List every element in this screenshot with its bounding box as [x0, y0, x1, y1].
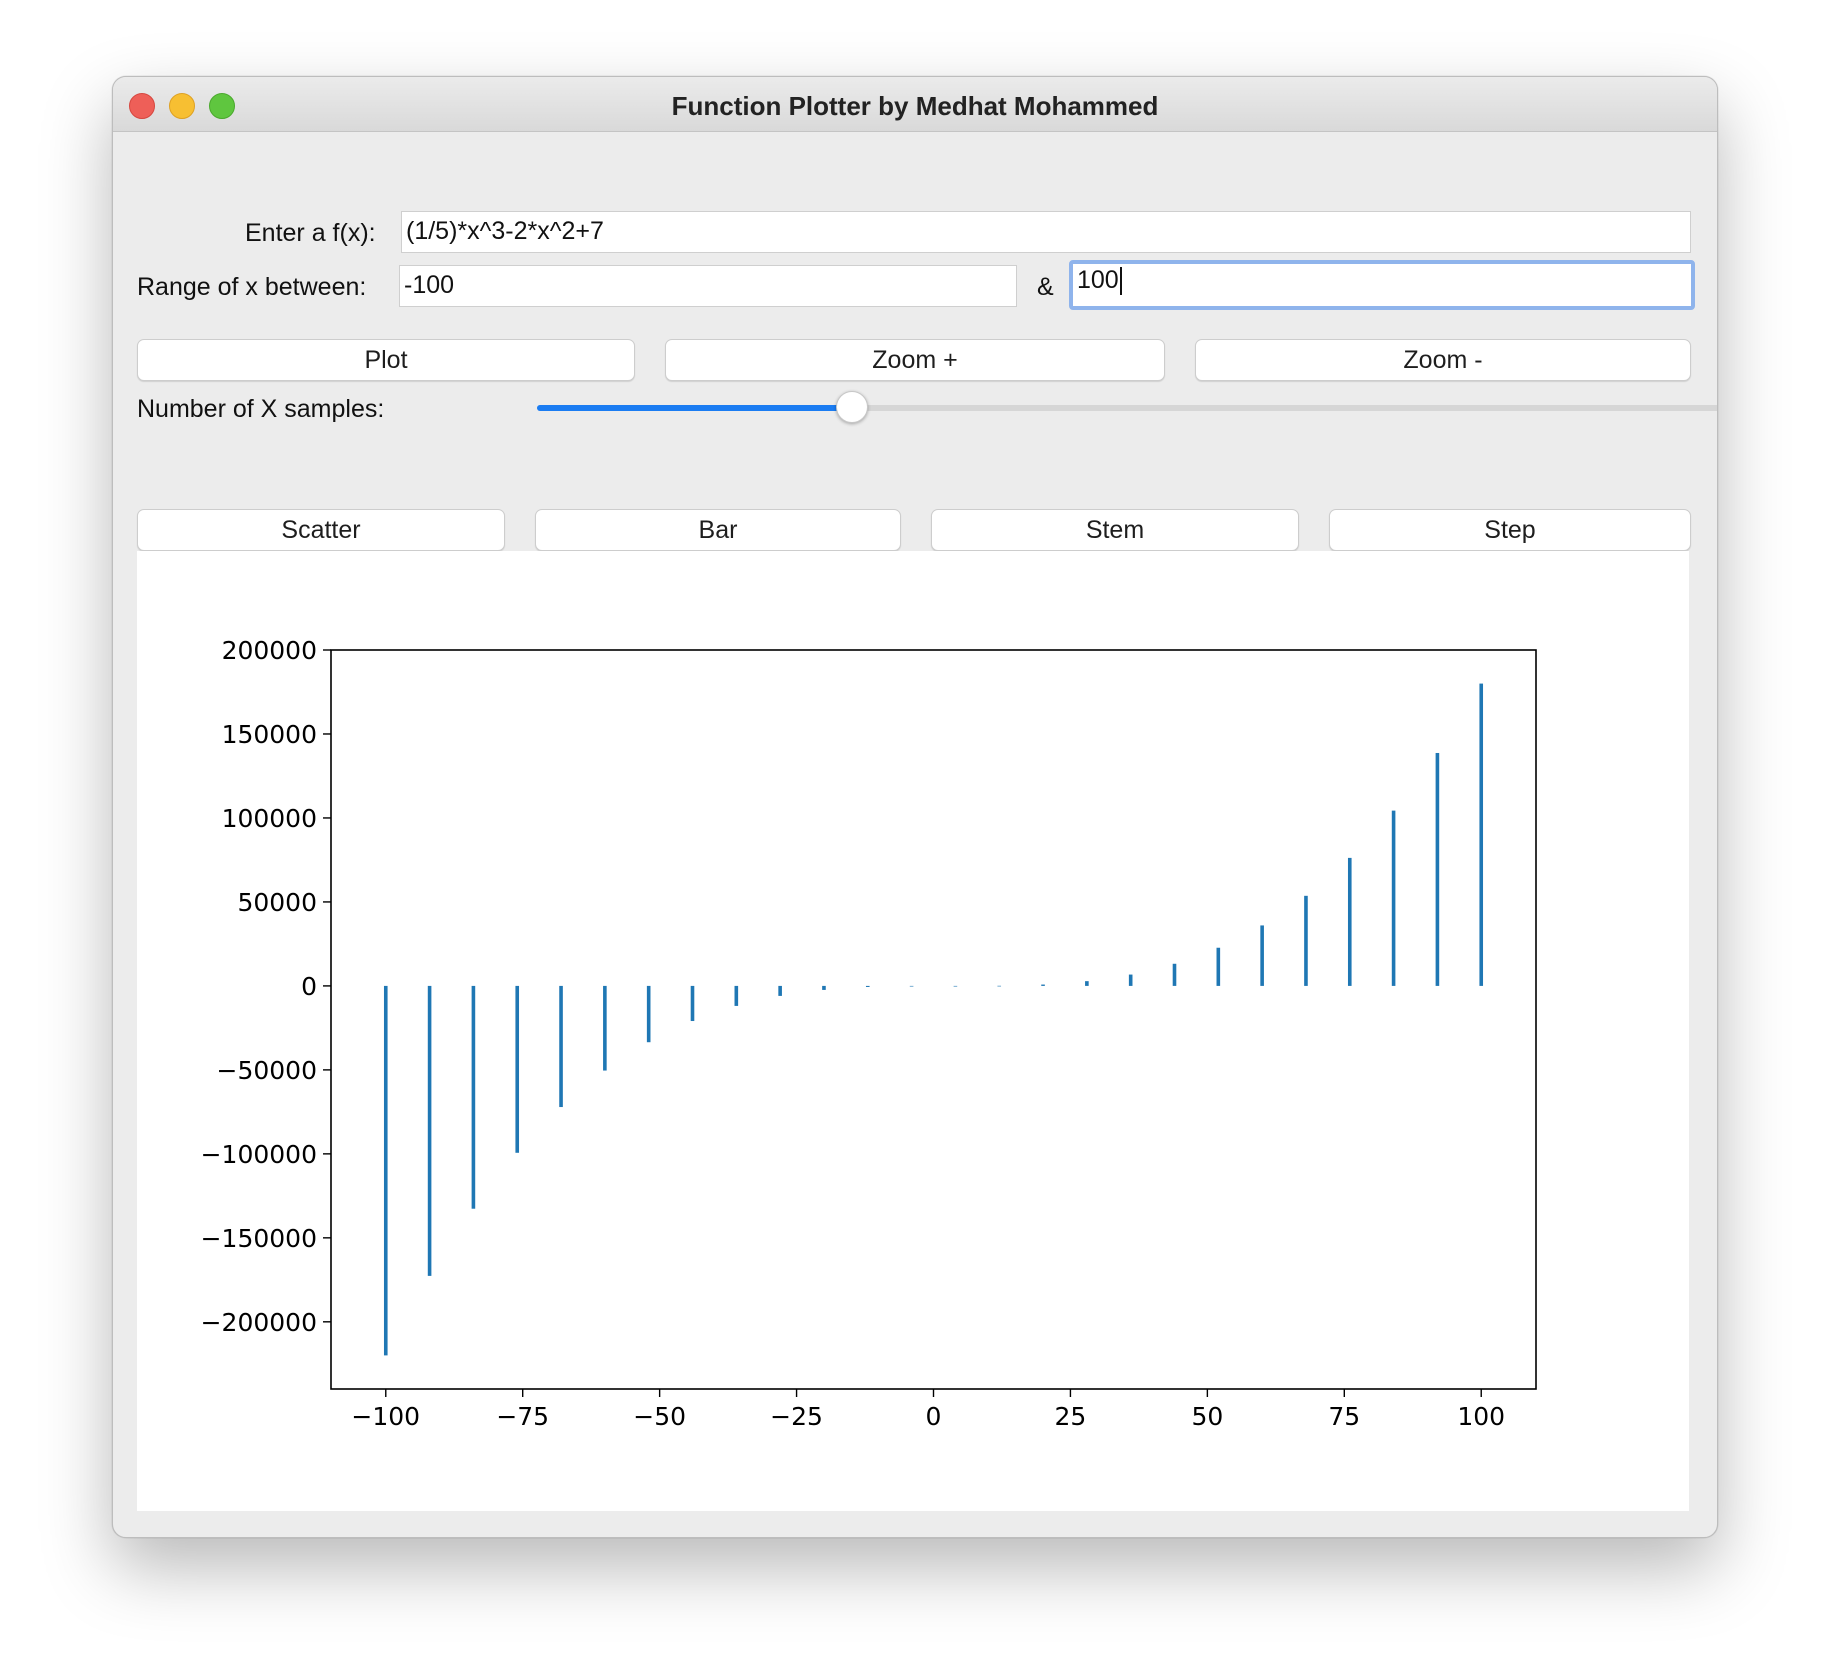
range-min-value: -100 — [404, 271, 455, 299]
y-tick-label: −150000 — [201, 1224, 317, 1253]
x-tick-label: 0 — [926, 1402, 942, 1431]
step-button[interactable]: Step — [1329, 509, 1691, 551]
y-tick-label: −50000 — [217, 1056, 317, 1085]
samples-label: Number of X samples: — [137, 395, 385, 423]
chart-bar — [909, 985, 914, 987]
range-label: Range of x between: — [137, 273, 367, 301]
x-tick-label: 50 — [1191, 1402, 1223, 1431]
window-title: Function Plotter by Medhat Mohammed — [671, 91, 1159, 121]
range-separator: & — [1037, 273, 1054, 301]
y-tick-label: −100000 — [201, 1140, 317, 1169]
x-tick-label: −25 — [770, 1402, 823, 1431]
chart-bar — [1479, 683, 1484, 986]
fx-input[interactable]: (1/5)*x^3-2*x^2+7 — [401, 211, 1691, 253]
chart-bar — [1041, 984, 1045, 986]
chart-bar — [383, 985, 388, 1356]
x-tick-label: −100 — [351, 1402, 420, 1431]
text-caret — [1119, 267, 1122, 296]
chart-bar — [1347, 857, 1352, 986]
close-window-button[interactable] — [129, 93, 155, 119]
title-bar: Function Plotter by Medhat Mohammed — [113, 77, 1717, 132]
y-tick-label: −200000 — [201, 1308, 317, 1337]
y-tick-label: 100000 — [222, 804, 317, 833]
x-tick-label: 75 — [1328, 1402, 1360, 1431]
maximize-window-button[interactable] — [209, 93, 235, 119]
bar-button[interactable]: Bar — [535, 509, 901, 551]
x-tick-label: 25 — [1055, 1402, 1087, 1431]
y-tick-label: 200000 — [222, 636, 317, 665]
chart-bar — [1172, 963, 1177, 986]
chart-bar — [734, 985, 739, 1006]
chart-bar — [1128, 974, 1133, 986]
chart-bar — [603, 985, 607, 1071]
chart-bar — [1216, 947, 1221, 986]
stem-button[interactable]: Stem — [931, 509, 1299, 551]
scatter-button[interactable]: Scatter — [137, 509, 505, 551]
range-max-input[interactable]: 100 — [1069, 260, 1695, 310]
plot-frame — [330, 649, 1537, 1390]
chart-bar — [1435, 752, 1440, 986]
bar-chart: −100 −75 −50 −25 0 25 50 75 100 200000 150000 10000… — [201, 636, 1537, 1431]
zoom-out-button[interactable]: Zoom - — [1195, 339, 1691, 381]
zoom-in-button[interactable]: Zoom + — [665, 339, 1165, 381]
chart-bar — [953, 985, 958, 987]
fx-input-value: (1/5)*x^3-2*x^2+7 — [406, 217, 604, 245]
chart-bar — [690, 985, 695, 1022]
chart-bar — [1391, 810, 1396, 986]
chart-bar — [865, 985, 870, 987]
chart-bar — [471, 985, 476, 1209]
chart-bar — [515, 985, 520, 1153]
x-tick-label: −50 — [633, 1402, 686, 1431]
samples-slider-fill — [537, 405, 852, 411]
y-tick-label: 50000 — [237, 888, 317, 917]
y-tick-label: 150000 — [222, 720, 317, 749]
range-min-input[interactable]: -100 — [399, 265, 1017, 307]
chart-bar — [1304, 895, 1308, 986]
x-tick-label: −75 — [496, 1402, 549, 1431]
minimize-window-button[interactable] — [169, 93, 195, 119]
chart-bar — [427, 985, 432, 1276]
range-max-value: 100 — [1077, 266, 1119, 294]
plot-button[interactable]: Plot — [137, 339, 635, 381]
chart-bar — [646, 985, 651, 1043]
plot-canvas: −100 −75 −50 −25 0 25 50 75 100 200000 150000 10000… — [137, 551, 1689, 1511]
chart-bar — [997, 985, 1002, 987]
y-tick-label: 0 — [301, 972, 317, 1001]
chart-bar — [778, 985, 782, 996]
fx-label: Enter a f(x): — [245, 219, 376, 247]
chart-bar — [822, 985, 826, 990]
app-window: Function Plotter by Medhat Mohammed Ente… — [112, 76, 1718, 1538]
chart-bar — [1260, 925, 1264, 986]
samples-slider-knob[interactable] — [836, 391, 868, 423]
x-tick-label: 100 — [1457, 1402, 1505, 1431]
samples-slider[interactable] — [537, 391, 1717, 423]
chart-bar — [1085, 981, 1089, 986]
chart-bar — [559, 985, 563, 1108]
